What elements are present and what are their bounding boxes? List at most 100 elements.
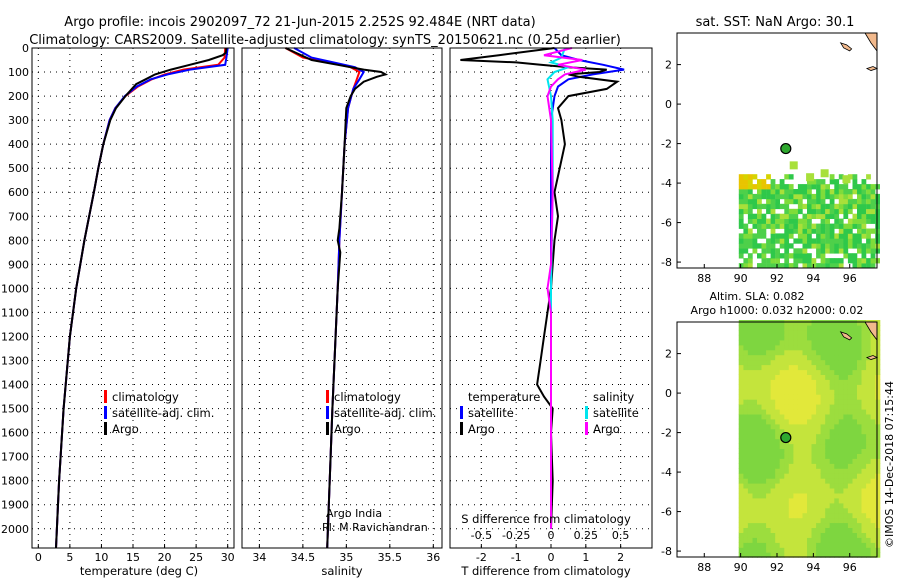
sla-cell bbox=[825, 448, 831, 454]
sla-cell bbox=[784, 497, 790, 504]
sla-cell bbox=[829, 537, 835, 543]
sst-cell bbox=[802, 189, 808, 195]
sla-cell bbox=[788, 502, 794, 509]
y-tick-label: 1300 bbox=[1, 355, 29, 368]
sla-cell bbox=[861, 478, 867, 484]
sst-cell bbox=[743, 263, 749, 269]
sla-cell bbox=[802, 438, 808, 445]
sla-cell bbox=[793, 552, 799, 558]
sla-cell bbox=[738, 334, 744, 341]
sla-cell bbox=[843, 349, 849, 356]
sla-cell bbox=[757, 408, 763, 415]
sla-cell bbox=[797, 369, 803, 375]
sla-cell bbox=[811, 325, 817, 331]
sst-cell bbox=[838, 238, 844, 244]
sla-cell bbox=[802, 399, 808, 405]
sla-cell bbox=[784, 404, 790, 410]
sla-cell bbox=[788, 547, 794, 553]
sla-cell bbox=[834, 497, 840, 504]
sla-cell bbox=[838, 364, 844, 371]
sst-cell bbox=[857, 238, 862, 244]
sla-cell bbox=[875, 458, 881, 464]
sla-cell bbox=[775, 374, 781, 380]
sla-cell bbox=[770, 532, 776, 538]
sst-cell bbox=[816, 179, 821, 185]
sst-cell bbox=[829, 223, 835, 229]
sla-cell bbox=[820, 492, 826, 499]
sla-map-y-ticks: 20-2-4-6-8 bbox=[661, 348, 681, 558]
sla-cell bbox=[852, 487, 858, 494]
sla-cell bbox=[743, 325, 749, 331]
sla-cell bbox=[784, 507, 790, 514]
sla-cell bbox=[811, 344, 817, 351]
sla-cell bbox=[738, 369, 744, 375]
sla-cell bbox=[770, 473, 776, 479]
sla-cell bbox=[861, 497, 867, 504]
sla-cell bbox=[784, 547, 790, 553]
sla-cell bbox=[752, 487, 758, 494]
sst-cell bbox=[807, 233, 812, 239]
sla-cell bbox=[820, 438, 826, 445]
sla-cell bbox=[775, 502, 781, 509]
sla-cell bbox=[770, 458, 776, 464]
sla-cell bbox=[779, 537, 785, 543]
sla-cell bbox=[838, 349, 844, 356]
sla-cell bbox=[829, 404, 835, 410]
sst-cell bbox=[847, 233, 853, 239]
sla-cell bbox=[766, 344, 772, 351]
sla-cell bbox=[829, 320, 835, 326]
sst-cell bbox=[789, 161, 798, 170]
sla-cell bbox=[802, 344, 808, 351]
sla-cell bbox=[834, 413, 840, 420]
legend-swatch-s-argo bbox=[585, 422, 588, 435]
sst-cell bbox=[870, 238, 876, 244]
sla-cell bbox=[829, 463, 835, 469]
sla-cell bbox=[852, 334, 858, 341]
sla-cell bbox=[829, 507, 835, 514]
sla-cell bbox=[752, 423, 758, 430]
coastline-island bbox=[839, 331, 853, 341]
sla-cell bbox=[820, 394, 826, 400]
series-climatology bbox=[285, 47, 361, 549]
sla-cell bbox=[738, 344, 744, 351]
legend-swatch-t-satellite bbox=[460, 406, 463, 419]
sst-cell bbox=[857, 203, 862, 210]
sst-cell bbox=[779, 213, 785, 219]
sla-cell bbox=[829, 399, 835, 405]
sla-cell bbox=[793, 468, 799, 474]
sla-cell bbox=[834, 374, 840, 380]
sst-cell bbox=[820, 169, 829, 178]
sst-cell bbox=[788, 198, 794, 205]
sst-cell bbox=[816, 189, 821, 195]
sst-cell bbox=[825, 233, 830, 239]
sla-cell bbox=[757, 522, 763, 528]
sla-cell bbox=[816, 487, 822, 494]
sla-cell bbox=[775, 497, 781, 504]
sla-cell bbox=[811, 379, 817, 385]
sst-cell bbox=[820, 193, 826, 200]
sla-cell bbox=[784, 399, 790, 405]
sla-cell bbox=[861, 537, 867, 543]
sla-cell bbox=[861, 408, 867, 415]
sst-cell bbox=[788, 253, 794, 259]
sla-cell bbox=[793, 394, 799, 400]
sst-cell bbox=[797, 193, 803, 200]
map-y-tick-label: 2 bbox=[665, 59, 672, 72]
sla-cell bbox=[761, 517, 767, 524]
sla-cell bbox=[802, 379, 808, 385]
sla-cell bbox=[857, 339, 863, 346]
sla-cell bbox=[770, 369, 776, 375]
sla-cell bbox=[825, 359, 831, 366]
sla-cell bbox=[875, 433, 881, 440]
sla-cell bbox=[766, 339, 772, 346]
sla-cell bbox=[784, 418, 790, 425]
sla-cell bbox=[834, 379, 840, 385]
sla-cell bbox=[779, 334, 785, 341]
sla-cell bbox=[802, 542, 808, 548]
sla-cell bbox=[847, 408, 853, 415]
sst-cell bbox=[797, 218, 803, 224]
sst-cell bbox=[820, 189, 826, 195]
sla-cell bbox=[861, 379, 867, 385]
salinity-legend: climatology satellite-adj. clim. Argo bbox=[326, 390, 436, 436]
sla-cell bbox=[738, 389, 744, 395]
